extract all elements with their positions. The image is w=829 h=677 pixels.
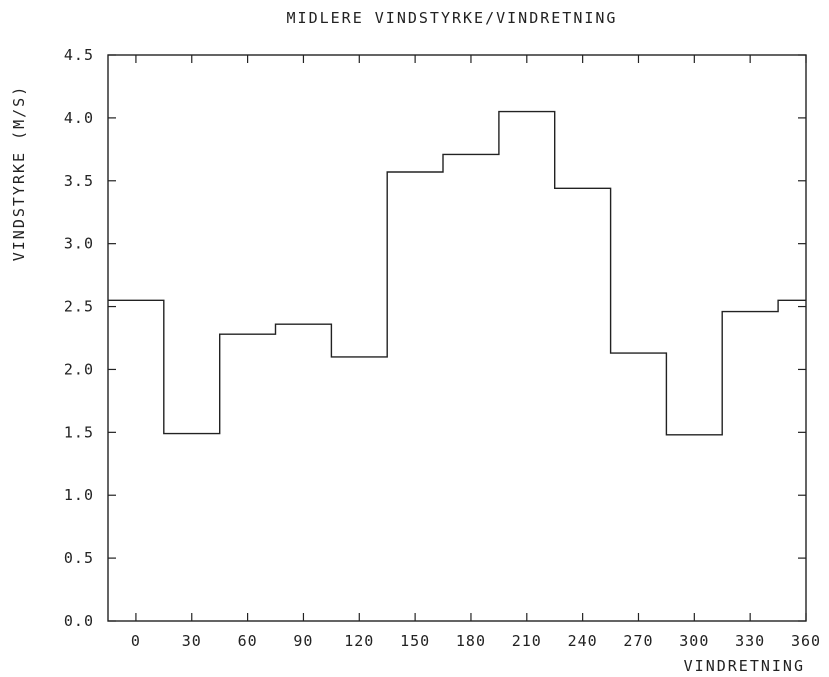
series-area <box>108 110 806 436</box>
y-tick-label: 3.0 <box>64 235 94 253</box>
x-tick-label: 240 <box>568 632 598 650</box>
x-tick-label: 90 <box>293 632 313 650</box>
y-tick-label: 4.5 <box>64 46 94 64</box>
y-tick-label: 2.0 <box>64 360 94 378</box>
x-tick-label: 270 <box>623 632 653 650</box>
plot-frame <box>107 54 807 622</box>
y-tick-label: 1.5 <box>64 423 94 441</box>
x-tick-label: 210 <box>512 632 542 650</box>
x-tick-labels: 0 30 60 90 120 150 180 210 240 270 300 330 360 <box>131 632 821 650</box>
x-tick-label: 360 <box>791 632 821 650</box>
y-tick-label: 4.0 <box>64 109 94 127</box>
x-tick-label: 120 <box>344 632 374 650</box>
x-tick-label: 60 <box>238 632 258 650</box>
x-tick-label: 30 <box>182 632 202 650</box>
x-tick-label: 300 <box>679 632 709 650</box>
y-tick-labels: 0.0 0.5 1.0 1.5 2.0 2.5 3.0 3.5 4.0 4.5 <box>64 46 94 630</box>
y-axis-title: VINDSTYRKE (M/S) <box>10 85 28 262</box>
y-tick-label: 0.0 <box>64 612 94 630</box>
y-tick-label: 3.5 <box>64 172 94 190</box>
x-tick-label: 150 <box>400 632 430 650</box>
x-axis-title: VINDRETNING <box>684 657 805 675</box>
chart-title: MIDLERE VINDSTYRKE/VINDRETNING <box>287 9 618 27</box>
y-tick-label: 0.5 <box>64 549 94 567</box>
tick-marks <box>108 54 807 622</box>
x-tick-label: 0 <box>131 632 141 650</box>
wind-speed-step-line <box>108 110 806 436</box>
x-tick-label: 180 <box>456 632 486 650</box>
y-tick-label: 1.0 <box>64 486 94 504</box>
y-tick-label: 2.5 <box>64 298 94 316</box>
x-tick-label: 330 <box>735 632 765 650</box>
